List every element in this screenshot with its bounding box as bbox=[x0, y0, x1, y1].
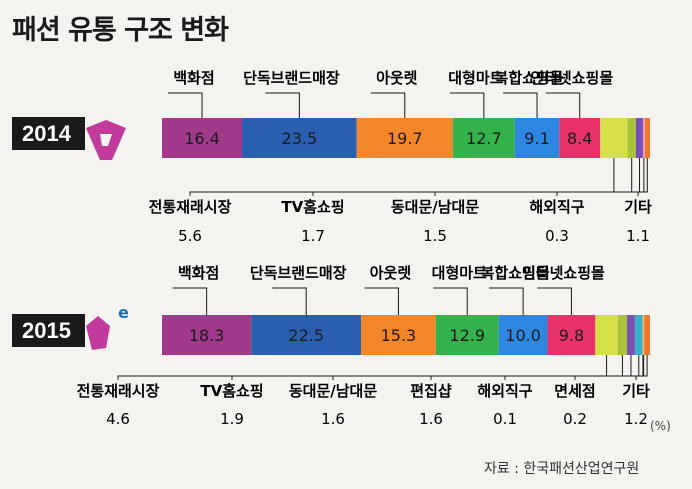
data-label-2015-4: 10.0 bbox=[505, 326, 541, 345]
data-label-2014-5: 8.4 bbox=[567, 129, 592, 148]
leader-line bbox=[537, 288, 571, 315]
category-label-2014-8: 동대문/남대문 bbox=[391, 198, 479, 216]
source-note: 자료 : 한국패션산업연구원 bbox=[484, 458, 639, 478]
data-label-2015-9: 1.6 bbox=[419, 410, 443, 428]
data-label-2015-7: 1.9 bbox=[220, 410, 244, 428]
category-label-2015-10: 해외직구 bbox=[477, 382, 532, 400]
svg-text:e: e bbox=[118, 303, 129, 322]
bar-segment-2015-9 bbox=[635, 315, 643, 355]
category-label-2015-2: 아웃렛 bbox=[370, 264, 412, 282]
leader-line bbox=[557, 158, 644, 196]
data-label-2014-10: 1.1 bbox=[626, 227, 650, 245]
leader-line bbox=[503, 93, 537, 118]
bar-segment-2014-6 bbox=[600, 118, 627, 158]
bar-segment-2015-12 bbox=[644, 315, 650, 355]
leader-line bbox=[313, 158, 632, 196]
leader-line bbox=[489, 288, 523, 315]
unit-label: (%) bbox=[650, 419, 671, 433]
leader-line bbox=[433, 288, 467, 315]
data-label-2015-11: 0.2 bbox=[563, 410, 587, 428]
category-label-2015-9: 편집샵 bbox=[410, 382, 452, 400]
leader-line bbox=[636, 355, 647, 380]
category-label-2014-2: 아웃렛 bbox=[376, 69, 418, 87]
leader-line bbox=[575, 355, 644, 380]
leader-line bbox=[450, 93, 484, 118]
category-label-2015-7: TV홈쇼핑 bbox=[200, 382, 263, 400]
category-label-2015-5: 인터넷쇼핑몰 bbox=[522, 264, 605, 282]
category-label-2014-5: 인터넷쇼핑몰 bbox=[530, 69, 613, 87]
data-label-2014-4: 9.1 bbox=[524, 129, 549, 148]
data-label-2014-9: 0.3 bbox=[545, 227, 569, 245]
category-label-2014-6: 전통재래시장 bbox=[149, 198, 232, 216]
data-label-2015-2: 15.3 bbox=[381, 326, 417, 345]
category-label-2015-6: 전통재래시장 bbox=[77, 382, 160, 400]
category-label-2014-10: 기타 bbox=[624, 198, 652, 216]
data-label-2015-3: 12.9 bbox=[449, 326, 485, 345]
category-label-2014-1: 단독브랜드매장 bbox=[243, 69, 340, 87]
data-label-2015-1: 22.5 bbox=[288, 326, 324, 345]
shopping-bag-icon bbox=[86, 120, 126, 160]
shopping-bag-icon: e bbox=[86, 303, 129, 350]
bar-segment-2015-6 bbox=[595, 315, 617, 355]
data-label-2014-6: 5.6 bbox=[178, 227, 202, 245]
bar-segment-2014-8 bbox=[636, 118, 643, 158]
data-label-2015-10: 0.1 bbox=[493, 410, 517, 428]
leader-line bbox=[173, 288, 207, 315]
category-label-2015-12: 기타 bbox=[622, 382, 650, 400]
category-label-2014-0: 백화점 bbox=[173, 69, 214, 87]
data-label-2014-8: 1.5 bbox=[423, 227, 447, 245]
bar-segment-2015-11 bbox=[643, 315, 644, 355]
leader-line bbox=[168, 93, 202, 118]
leader-line bbox=[190, 158, 614, 196]
leader-line bbox=[364, 288, 398, 315]
leader-line bbox=[371, 93, 405, 118]
category-label-2015-8: 동대문/남대문 bbox=[289, 382, 377, 400]
data-label-2015-8: 1.6 bbox=[321, 410, 345, 428]
data-label-2014-0: 16.4 bbox=[184, 129, 220, 148]
leader-line bbox=[435, 158, 640, 196]
data-label-2015-6: 4.6 bbox=[106, 410, 130, 428]
data-label-2014-1: 23.5 bbox=[282, 129, 318, 148]
category-label-2015-3: 대형마트 bbox=[432, 264, 487, 282]
bar-segment-2014-10 bbox=[645, 118, 650, 158]
data-label-2015-12: 1.2 bbox=[624, 410, 648, 428]
data-label-2014-7: 1.7 bbox=[301, 227, 325, 245]
bar-segment-2014-9 bbox=[643, 118, 644, 158]
bar-segment-2015-8 bbox=[627, 315, 635, 355]
category-label-2014-9: 해외직구 bbox=[529, 198, 584, 216]
data-label-2015-0: 18.3 bbox=[189, 326, 225, 345]
bar-segment-2014-7 bbox=[628, 118, 636, 158]
leader-line bbox=[265, 93, 299, 118]
data-label-2015-5: 9.8 bbox=[559, 326, 584, 345]
category-label-2015-1: 단독브랜드매장 bbox=[250, 264, 347, 282]
leader-line bbox=[272, 288, 306, 315]
leader-line bbox=[546, 93, 580, 118]
bar-segment-2015-7 bbox=[618, 315, 627, 355]
data-label-2014-3: 12.7 bbox=[466, 129, 502, 148]
category-label-2014-7: TV홈쇼핑 bbox=[281, 198, 344, 216]
category-label-2015-0: 백화점 bbox=[178, 264, 219, 282]
category-label-2015-11: 면세점 bbox=[554, 382, 595, 400]
data-label-2014-2: 19.7 bbox=[387, 129, 423, 148]
